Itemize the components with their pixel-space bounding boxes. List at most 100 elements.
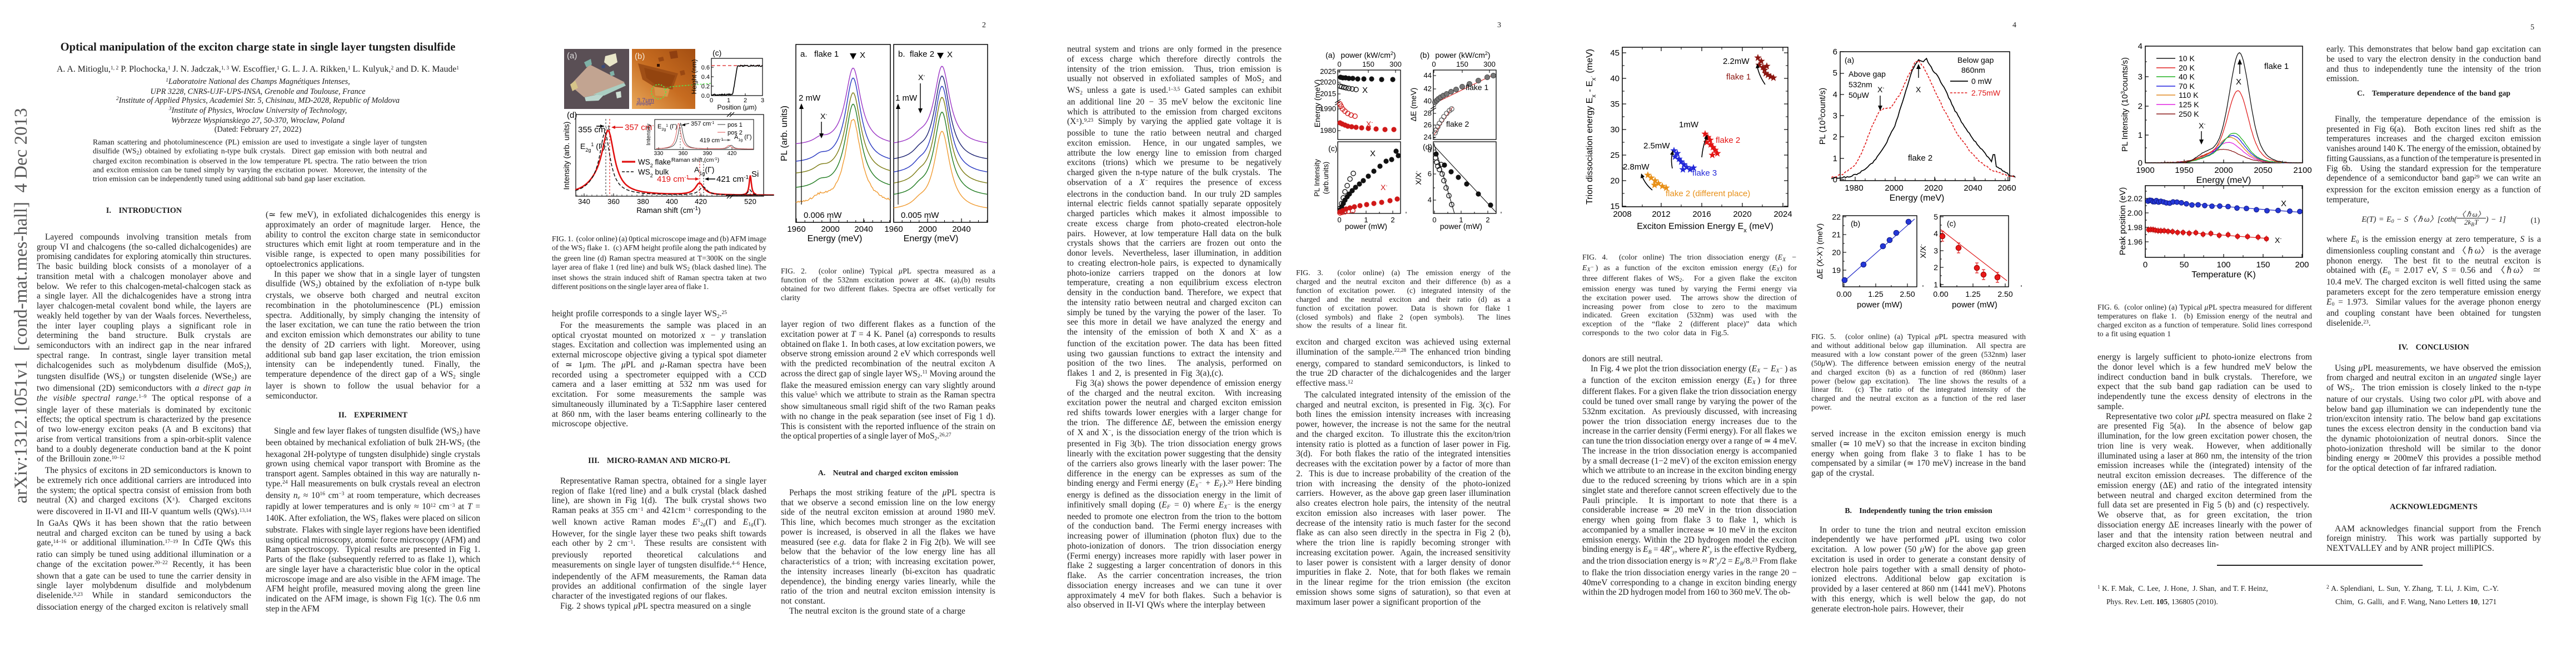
svg-text:2: 2 xyxy=(1934,263,1938,272)
svg-text:2016: 2016 xyxy=(1692,210,1711,219)
svg-text:X-: X- xyxy=(1366,120,1373,128)
svg-text:2050: 2050 xyxy=(2254,166,2272,175)
svg-text:4: 4 xyxy=(1934,229,1938,238)
svg-text:0.00: 0.00 xyxy=(1836,290,1851,298)
svg-text:26: 26 xyxy=(1424,121,1432,129)
svg-text:(b): (b) xyxy=(1851,219,1860,228)
svg-text:PL Intensity (103counts/s): PL Intensity (103counts/s) xyxy=(2120,57,2130,152)
svg-text:150: 150 xyxy=(1362,60,1374,68)
svg-text:330: 330 xyxy=(654,151,664,157)
svg-text:0.0: 0.0 xyxy=(701,93,710,99)
svg-text:X: X xyxy=(947,50,953,59)
svg-text:PL (103count/s): PL (103count/s) xyxy=(1818,88,1828,145)
svg-text:0: 0 xyxy=(2143,260,2148,270)
svg-text:2000: 2000 xyxy=(821,225,839,234)
svg-text:power (kW/cm2): power (kW/cm2) xyxy=(1341,51,1396,59)
svg-text:0.2: 0.2 xyxy=(701,83,710,90)
svg-text:420: 420 xyxy=(728,151,737,157)
svg-text:A1g(Γ): A1g(Γ) xyxy=(694,165,714,176)
svg-text:Above gap: Above gap xyxy=(1848,69,1886,78)
svg-text:1980: 1980 xyxy=(1320,126,1336,135)
svg-text:power (kW/cm2): power (kW/cm2) xyxy=(1435,51,1490,59)
svg-text:1900: 1900 xyxy=(2136,166,2154,175)
svg-text:360: 360 xyxy=(679,151,688,157)
svg-text:1.98: 1.98 xyxy=(2127,223,2142,232)
svg-text:8: 8 xyxy=(1428,146,1432,154)
svg-text:1990: 1990 xyxy=(1320,104,1336,113)
svg-text:70 K: 70 K xyxy=(2179,82,2195,91)
svg-text:5: 5 xyxy=(1934,212,1938,221)
svg-text:1: 1 xyxy=(727,97,730,104)
svg-text:1mW: 1mW xyxy=(1679,120,1699,130)
svg-text:b. flake 2: b. flake 2 xyxy=(898,49,934,59)
svg-text:0: 0 xyxy=(1337,216,1341,224)
svg-text:2015: 2015 xyxy=(1320,89,1336,98)
svg-text:2020: 2020 xyxy=(1733,210,1751,219)
svg-text:flake 1: flake 1 xyxy=(2264,62,2289,71)
svg-text:2024: 2024 xyxy=(1773,210,1792,219)
svg-text:250 K: 250 K xyxy=(2179,109,2199,118)
svg-text:flake 2 (different place): flake 2 (different place) xyxy=(1666,189,1750,198)
svg-text:(a): (a) xyxy=(1845,56,1854,64)
svg-text:2020: 2020 xyxy=(1320,78,1336,86)
svg-text:20: 20 xyxy=(1832,248,1841,257)
svg-text:1980: 1980 xyxy=(1845,183,1863,193)
svg-text:300: 300 xyxy=(1483,60,1496,68)
svg-text:1 mW: 1 mW xyxy=(895,93,918,103)
svg-text:(b): (b) xyxy=(635,52,645,61)
svg-text:2.50: 2.50 xyxy=(1997,290,2012,298)
svg-text:2040: 2040 xyxy=(854,225,873,234)
svg-text:40: 40 xyxy=(1424,97,1432,105)
svg-text:2.75mW: 2.75mW xyxy=(1971,88,2001,97)
svg-text:X: X xyxy=(1362,86,1368,95)
svg-text:0.6: 0.6 xyxy=(701,64,710,71)
svg-text:1: 1 xyxy=(1934,280,1938,289)
svg-text:PL (arb. units): PL (arb. units) xyxy=(780,106,789,161)
svg-text:2040: 2040 xyxy=(952,225,970,234)
svg-text:2.02: 2.02 xyxy=(2127,194,2142,203)
svg-text:0: 0 xyxy=(2138,158,2142,168)
svg-text:40 K: 40 K xyxy=(2179,72,2195,81)
svg-text:2000: 2000 xyxy=(918,225,936,234)
svg-text:a. flake 1: a. flake 1 xyxy=(800,49,839,59)
svg-text:Height (nm): Height (nm) xyxy=(690,59,698,94)
svg-text:power (mW): power (mW) xyxy=(1345,222,1387,231)
svg-text:X: X xyxy=(1916,85,1921,94)
svg-text:Energy (meV): Energy (meV) xyxy=(2196,176,2251,185)
svg-text:100: 100 xyxy=(2216,260,2230,270)
svg-text:5: 5 xyxy=(1833,68,1837,78)
svg-text:(d): (d) xyxy=(567,111,577,120)
svg-text:419 cm-1: 419 cm-1 xyxy=(700,137,723,144)
svg-text:X-: X- xyxy=(918,73,925,82)
svg-text:(c): (c) xyxy=(1328,144,1337,153)
svg-text:860nm: 860nm xyxy=(1961,66,1985,74)
svg-text:(d): (d) xyxy=(1423,142,1432,151)
svg-text:4: 4 xyxy=(1428,196,1432,204)
svg-text:2025: 2025 xyxy=(1320,67,1336,76)
svg-text:19: 19 xyxy=(1832,266,1841,275)
svg-text:flake 3: flake 3 xyxy=(1692,168,1717,178)
svg-text:20 K: 20 K xyxy=(2179,63,2195,72)
svg-text:40: 40 xyxy=(1610,74,1620,83)
svg-text:390: 390 xyxy=(703,151,712,157)
svg-text:(arb.units): (arb.units) xyxy=(1322,162,1330,195)
svg-text:2: 2 xyxy=(1391,216,1394,224)
svg-text:flake 2: flake 2 xyxy=(1908,153,1932,163)
svg-text:21: 21 xyxy=(1832,230,1841,239)
svg-text:2100: 2100 xyxy=(2293,166,2311,175)
svg-text:power (mW): power (mW) xyxy=(1440,222,1482,231)
svg-text:(c): (c) xyxy=(1947,219,1956,228)
svg-text:200: 200 xyxy=(2295,260,2309,270)
svg-text:flake 1: flake 1 xyxy=(1466,83,1488,92)
svg-text:flake 1: flake 1 xyxy=(1726,72,1751,82)
svg-text:0: 0 xyxy=(710,97,713,104)
svg-text:X/X-: X/X- xyxy=(1919,244,1927,258)
svg-text:2060: 2060 xyxy=(1997,183,2016,193)
svg-text:Energy (meV): Energy (meV) xyxy=(1890,193,1945,203)
svg-text:2 mW: 2 mW xyxy=(799,93,821,103)
svg-text:3: 3 xyxy=(761,97,764,104)
svg-text:1.25: 1.25 xyxy=(1868,290,1883,298)
svg-text:340: 340 xyxy=(578,197,590,206)
svg-text:2: 2 xyxy=(744,97,747,104)
svg-text:10 K: 10 K xyxy=(2179,54,2195,63)
